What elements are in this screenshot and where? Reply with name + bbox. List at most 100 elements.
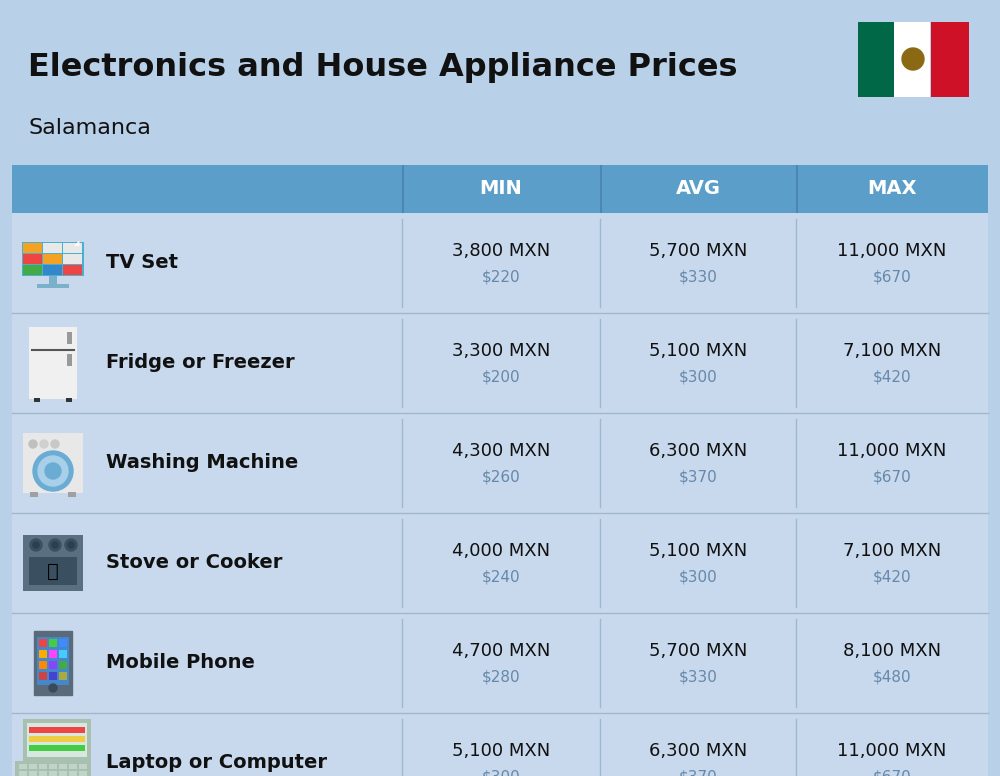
Text: 8,100 MXN: 8,100 MXN <box>843 642 941 660</box>
Text: MAX: MAX <box>867 179 917 199</box>
Text: 5,700 MXN: 5,700 MXN <box>649 242 747 260</box>
Text: 11,000 MXN: 11,000 MXN <box>837 742 947 760</box>
Bar <box>22 242 84 276</box>
Bar <box>66 398 72 402</box>
Text: $300: $300 <box>482 770 520 776</box>
Text: Electronics and House Appliance Prices: Electronics and House Appliance Prices <box>28 52 738 83</box>
Text: $480: $480 <box>873 670 911 684</box>
Circle shape <box>40 440 48 448</box>
Bar <box>49 672 57 680</box>
Bar <box>29 764 37 769</box>
Text: 4,300 MXN: 4,300 MXN <box>452 442 550 460</box>
Bar <box>30 328 76 398</box>
Circle shape <box>52 542 58 548</box>
Text: $370: $370 <box>679 469 717 484</box>
Text: $300: $300 <box>679 570 717 584</box>
Circle shape <box>33 451 73 491</box>
Text: 11,000 MXN: 11,000 MXN <box>837 442 947 460</box>
Bar <box>12 165 988 213</box>
Bar <box>63 265 82 275</box>
Text: $330: $330 <box>679 269 717 285</box>
Bar <box>39 639 47 647</box>
Bar <box>49 771 57 776</box>
Text: $670: $670 <box>873 469 911 484</box>
Bar <box>858 22 894 97</box>
Circle shape <box>33 542 39 548</box>
Bar <box>12 613 988 713</box>
Bar <box>12 165 988 776</box>
Bar <box>15 761 91 776</box>
Text: Salamanca: Salamanca <box>28 118 151 138</box>
Bar <box>49 639 57 647</box>
Bar <box>49 661 57 669</box>
Bar <box>24 434 82 492</box>
Text: ◢: ◢ <box>74 240 79 246</box>
Text: Washing Machine: Washing Machine <box>106 453 298 473</box>
Bar <box>12 413 988 513</box>
Text: AVG: AVG <box>676 179 720 199</box>
Circle shape <box>45 463 61 479</box>
Bar <box>69 771 77 776</box>
Bar <box>39 672 47 680</box>
Text: $330: $330 <box>679 670 717 684</box>
Bar <box>23 254 42 264</box>
Circle shape <box>30 539 42 551</box>
Text: 11,000 MXN: 11,000 MXN <box>837 242 947 260</box>
Text: 5,100 MXN: 5,100 MXN <box>649 342 747 360</box>
Bar <box>23 719 91 761</box>
Bar <box>858 22 968 97</box>
Bar <box>39 764 47 769</box>
Text: $300: $300 <box>679 369 717 384</box>
Bar <box>67 332 72 344</box>
Text: $420: $420 <box>873 570 911 584</box>
Text: 6,300 MXN: 6,300 MXN <box>649 742 747 760</box>
Bar <box>59 639 67 647</box>
Circle shape <box>51 440 59 448</box>
Bar <box>79 764 87 769</box>
Bar <box>29 771 37 776</box>
Text: 4,700 MXN: 4,700 MXN <box>452 642 550 660</box>
Circle shape <box>68 542 74 548</box>
Bar <box>12 213 988 313</box>
Bar <box>39 650 47 658</box>
Text: $260: $260 <box>482 469 520 484</box>
Text: Laptop or Computer: Laptop or Computer <box>106 753 327 772</box>
Bar <box>79 771 87 776</box>
Bar <box>29 557 77 585</box>
Bar <box>43 243 62 253</box>
Bar <box>59 661 67 669</box>
Bar <box>402 165 404 213</box>
Bar <box>29 727 85 733</box>
Bar <box>59 764 67 769</box>
Circle shape <box>29 440 37 448</box>
Text: 4,000 MXN: 4,000 MXN <box>452 542 550 560</box>
Text: $670: $670 <box>873 770 911 776</box>
Text: $200: $200 <box>482 369 520 384</box>
Bar <box>39 771 47 776</box>
Text: $280: $280 <box>482 670 520 684</box>
Circle shape <box>902 48 924 70</box>
Bar <box>69 764 77 769</box>
Bar <box>34 398 40 402</box>
Text: 🔥: 🔥 <box>47 562 59 580</box>
Bar <box>30 492 38 497</box>
Bar <box>12 513 988 613</box>
Text: $670: $670 <box>873 269 911 285</box>
Text: $370: $370 <box>679 770 717 776</box>
Bar <box>49 276 57 284</box>
Bar <box>23 243 42 253</box>
Bar <box>796 165 798 213</box>
Text: TV Set: TV Set <box>106 254 178 272</box>
Bar <box>600 165 602 213</box>
Bar <box>49 650 57 658</box>
Bar <box>49 764 57 769</box>
Bar <box>63 254 82 264</box>
Bar <box>23 265 42 275</box>
Bar <box>894 22 930 97</box>
Text: 5,700 MXN: 5,700 MXN <box>649 642 747 660</box>
Bar <box>27 723 87 757</box>
Bar <box>67 354 72 366</box>
Text: 3,300 MXN: 3,300 MXN <box>452 342 550 360</box>
Text: 5,100 MXN: 5,100 MXN <box>649 542 747 560</box>
Bar <box>34 631 72 695</box>
